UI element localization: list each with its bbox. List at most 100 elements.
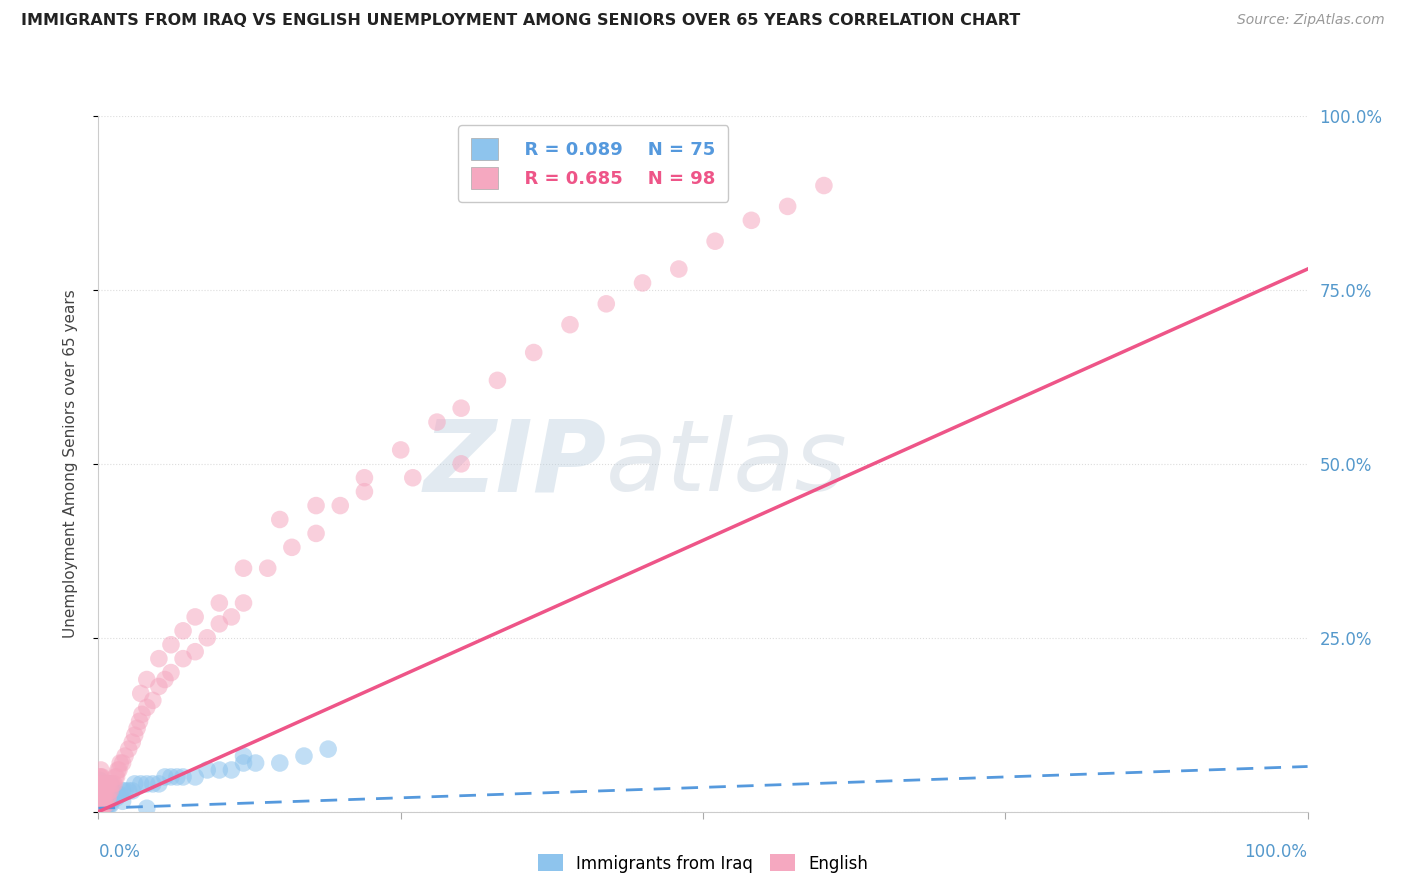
Point [90,784,112,798]
Point [90,770,112,784]
Point [89,784,111,798]
Point [93,777,115,791]
Point [90,805,112,819]
Point [90,805,112,819]
Point [94,797,117,812]
Point [98,797,121,812]
Y-axis label: Unemployment Among Seniors over 65 years: Unemployment Among Seniors over 65 years [63,290,77,638]
Point [776,199,799,213]
Legend: Immigrants from Iraq, English: Immigrants from Iraq, English [531,847,875,880]
Point [94,790,117,805]
Point [232,561,254,575]
Point [208,616,231,631]
Point [353,484,375,499]
Point [89,777,111,791]
Point [96,790,118,805]
Point [91,790,114,805]
Point [353,471,375,485]
Point [426,415,449,429]
Point [740,213,762,227]
Point [111,794,134,808]
Point [172,651,194,665]
Point [90,794,112,808]
Point [90,794,112,808]
Point [96,790,118,805]
Point [148,777,170,791]
Point [104,788,127,801]
Point [124,728,146,742]
Point [91,784,114,798]
Point [595,297,617,311]
Legend:   R = 0.089    N = 75,   R = 0.685    N = 98: R = 0.089 N = 75, R = 0.685 N = 98 [458,125,728,202]
Point [153,673,176,687]
Point [166,770,188,784]
Point [93,790,115,805]
Point [107,788,129,801]
Point [486,373,509,387]
Point [111,756,134,770]
Point [91,790,114,805]
Point [96,797,118,812]
Point [813,178,835,193]
Point [89,794,111,808]
Point [704,234,727,248]
Point [91,788,114,801]
Point [135,700,157,714]
Point [129,686,152,700]
Point [124,777,146,791]
Point [91,801,114,815]
Point [89,794,111,808]
Point [221,610,243,624]
Point [90,777,112,791]
Point [91,801,114,815]
Point [121,784,143,798]
Point [292,749,315,764]
Point [93,790,115,805]
Point [316,742,339,756]
Point [93,801,115,815]
Point [90,801,112,815]
Point [153,770,176,784]
Point [91,784,114,798]
Point [97,777,120,791]
Text: IMMIGRANTS FROM IRAQ VS ENGLISH UNEMPLOYMENT AMONG SENIORS OVER 65 YEARS CORRELA: IMMIGRANTS FROM IRAQ VS ENGLISH UNEMPLOY… [21,13,1021,29]
Point [232,756,254,770]
Point [100,790,122,805]
Point [101,790,124,805]
Point [128,714,150,729]
Point [450,457,472,471]
Point [90,801,112,815]
Point [97,797,120,812]
Point [148,680,170,694]
Point [91,777,114,791]
Point [195,763,218,777]
Point [94,797,117,812]
Point [160,665,183,680]
Point [127,721,149,735]
Point [89,777,111,791]
Point [208,596,231,610]
Point [245,756,267,770]
Point [90,788,112,801]
Point [105,770,128,784]
Point [281,541,304,555]
Point [114,784,136,798]
Point [118,784,141,798]
Point [89,797,111,812]
Point [89,805,111,819]
Point [89,770,111,784]
Point [118,742,141,756]
Point [91,797,114,812]
Point [90,777,112,791]
Point [256,561,278,575]
Point [90,763,112,777]
Point [90,790,112,805]
Point [232,749,254,764]
Point [195,631,218,645]
Point [131,707,153,722]
Point [135,777,157,791]
Point [148,651,170,665]
Point [91,784,114,798]
Point [93,797,115,812]
Point [89,780,111,795]
